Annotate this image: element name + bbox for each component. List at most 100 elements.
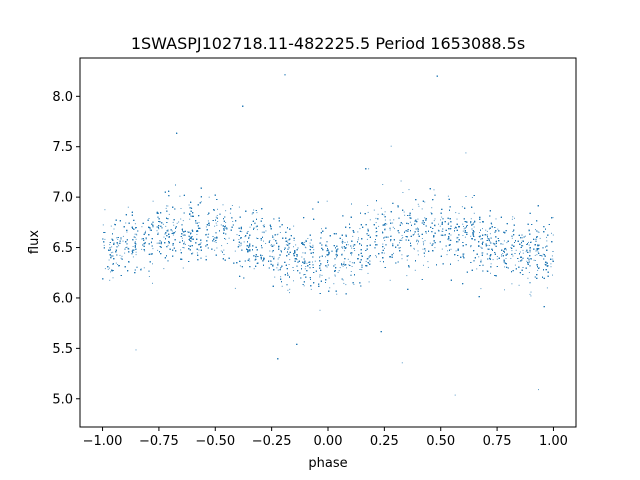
data-point [182, 267, 184, 269]
data-point [281, 285, 283, 287]
data-point [495, 218, 497, 220]
data-point [347, 244, 349, 246]
data-point [126, 231, 128, 233]
data-point [216, 247, 218, 249]
data-point [504, 266, 506, 268]
data-point [185, 243, 186, 245]
data-point [361, 255, 363, 257]
data-point [118, 245, 120, 247]
data-point [457, 237, 459, 239]
data-point [125, 222, 127, 224]
data-point [497, 228, 499, 230]
data-point [189, 213, 191, 214]
data-point [480, 246, 482, 248]
data-point [335, 253, 337, 255]
data-point [305, 239, 307, 241]
data-point [339, 267, 341, 269]
data-point [422, 248, 424, 250]
data-point [271, 251, 273, 253]
data-point [256, 229, 258, 231]
data-point [375, 231, 377, 233]
data-point [135, 254, 137, 256]
data-point [539, 237, 541, 239]
data-point [111, 246, 113, 248]
data-point [319, 276, 321, 278]
data-point [152, 248, 154, 250]
data-point [239, 265, 241, 267]
data-point [357, 239, 359, 241]
data-point [425, 232, 427, 234]
data-point [165, 225, 167, 227]
data-point [539, 254, 541, 256]
data-point [440, 234, 442, 236]
data-point [424, 250, 426, 252]
data-point [117, 264, 119, 265]
data-point [514, 264, 516, 266]
data-point [265, 230, 267, 232]
data-point [535, 229, 536, 231]
data-point [127, 206, 129, 208]
data-point [288, 246, 290, 248]
data-point [117, 238, 119, 240]
data-point [401, 258, 403, 260]
data-point [440, 219, 441, 221]
data-point [296, 259, 298, 261]
data-point [490, 263, 492, 265]
data-point [423, 264, 424, 266]
data-point [367, 211, 369, 213]
data-point [134, 241, 136, 243]
data-point [522, 245, 524, 247]
data-point [380, 207, 382, 209]
data-point [530, 291, 532, 293]
data-point [234, 250, 236, 252]
data-point [401, 238, 403, 240]
data-point [174, 231, 176, 233]
data-point [352, 244, 354, 246]
data-point [512, 216, 514, 218]
data-point [132, 256, 134, 258]
data-point [162, 223, 164, 225]
data-point [112, 263, 114, 265]
data-point [302, 252, 304, 254]
data-point [336, 252, 338, 254]
data-point [215, 222, 217, 224]
data-point [437, 229, 439, 231]
data-point [399, 242, 400, 244]
data-point [470, 235, 472, 237]
data-point [309, 242, 311, 244]
data-point [402, 223, 403, 225]
data-point [124, 252, 126, 254]
data-point [443, 234, 445, 236]
data-point [408, 189, 410, 191]
data-point [406, 275, 408, 277]
data-point [406, 259, 408, 261]
data-point [480, 288, 482, 290]
data-point [504, 289, 505, 291]
data-point [530, 295, 532, 297]
data-point [456, 218, 458, 220]
data-point [510, 258, 512, 259]
data-point [168, 213, 170, 215]
data-point [400, 180, 402, 182]
data-point [327, 255, 329, 257]
data-point [450, 248, 452, 250]
data-point [473, 222, 475, 224]
data-point [156, 230, 158, 232]
data-point [551, 232, 552, 234]
data-point [384, 236, 386, 238]
data-point [342, 279, 344, 281]
data-point [529, 250, 531, 252]
data-point [512, 255, 514, 257]
data-point [157, 249, 159, 251]
data-point [200, 242, 202, 244]
data-point [489, 241, 491, 243]
data-point [304, 246, 306, 248]
data-point [450, 234, 452, 236]
data-point [359, 228, 361, 230]
data-point [392, 226, 394, 228]
data-point [214, 249, 216, 251]
data-point [273, 256, 275, 258]
data-point [465, 152, 467, 154]
data-point [271, 244, 273, 246]
data-point [441, 230, 443, 232]
